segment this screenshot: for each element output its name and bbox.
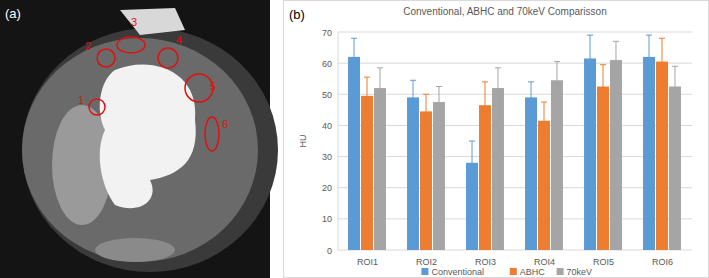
bar (610, 60, 622, 250)
y-tick-label: 20 (322, 183, 332, 193)
ct-image: (a) 1 2 3 4 5 6 (0, 0, 278, 278)
grid-line (338, 156, 692, 157)
bar (656, 62, 668, 250)
bar (420, 111, 432, 250)
grid-line (338, 63, 692, 64)
y-axis-line (338, 32, 339, 250)
grid-line (338, 32, 692, 33)
roi-label: 2 (85, 40, 91, 52)
roi-label: 6 (222, 118, 228, 130)
error-bar (528, 82, 534, 113)
bar (492, 88, 504, 250)
error-bar (377, 68, 383, 108)
bar (669, 87, 681, 251)
figure: (a) 1 2 3 4 5 6 (b) Conventional, ABHC and 70keV… (0, 0, 709, 278)
error-bar (469, 141, 475, 185)
bar (374, 88, 386, 250)
error-bar (600, 65, 606, 109)
x-tick-label: ROI6 (652, 257, 673, 267)
bar (361, 96, 373, 250)
y-tick-label: 30 (322, 152, 332, 162)
marks (348, 35, 681, 250)
x-tick-label: ROI4 (534, 257, 555, 267)
error-bar (672, 66, 678, 106)
error-bar (351, 38, 357, 75)
lv-cavity (100, 64, 196, 208)
bar (643, 57, 655, 250)
roi-label: 1 (78, 94, 84, 106)
bar (584, 58, 596, 250)
x-tick-label: ROI3 (475, 257, 496, 267)
legend-swatch (510, 268, 517, 275)
grid-line (338, 94, 692, 95)
chart-frame (284, 1, 709, 278)
chart-title: Conventional, ABHC and 70keV Comparisson (403, 6, 606, 17)
heart (22, 38, 258, 262)
error-bar (436, 87, 442, 118)
base (95, 238, 175, 262)
roi-outline (117, 37, 145, 53)
bar (597, 87, 609, 251)
x-tick-label: ROI5 (593, 257, 614, 267)
sternum (120, 8, 185, 35)
grid-line (338, 125, 692, 126)
y-tick-label: 50 (322, 90, 332, 100)
panel-label: (a) (5, 6, 21, 21)
error-bar (541, 102, 547, 139)
error-bar (364, 77, 370, 114)
roi-outline (89, 99, 105, 115)
grid-line (338, 250, 692, 251)
roi-outline (185, 74, 213, 102)
error-bar (646, 35, 652, 79)
legend-label: 70keV (567, 267, 593, 277)
chart-panel: (b) Conventional, ABHC and 70keV Comparis… (284, 1, 709, 278)
canvas: (a) 1 2 3 4 5 6 (b) Conventional, ABHC and 70keV… (0, 0, 709, 278)
y-tick-label: 40 (322, 121, 332, 131)
error-bar (410, 80, 416, 114)
roi-outline (97, 49, 115, 67)
error-bar (554, 62, 560, 99)
roi-outline (158, 48, 178, 68)
y-axis-label: HU (298, 135, 308, 148)
bar (407, 97, 419, 250)
roi-label: 3 (131, 16, 137, 28)
legend-swatch (421, 268, 428, 275)
y-tick-label: 10 (322, 214, 332, 224)
error-bar (659, 38, 665, 85)
bar (525, 97, 537, 250)
roi-label: 4 (176, 34, 182, 46)
error-bar (613, 41, 619, 78)
error-bar (587, 35, 593, 82)
x-tick-label: ROI2 (416, 257, 437, 267)
panel-label: (b) (289, 7, 305, 22)
chest (22, 28, 278, 272)
error-bar (495, 68, 501, 108)
legend-label: ABHC (520, 267, 546, 277)
y-tick-label: 70 (322, 28, 332, 38)
roi-label: 5 (210, 80, 216, 92)
bar (433, 102, 445, 250)
error-bar (482, 82, 488, 129)
error-bar (423, 94, 429, 128)
grid-line (338, 218, 692, 219)
y-tick-label: 0 (327, 246, 332, 256)
legend-swatch (557, 268, 564, 275)
bar (551, 80, 563, 250)
legend-label: Conventional (431, 267, 484, 277)
grid-line (338, 187, 692, 188)
x-tick-label: ROI1 (357, 257, 378, 267)
bar (348, 57, 360, 250)
legend: Conventional ABHC 70keV (421, 267, 592, 277)
bar (538, 121, 550, 250)
y-tick-label: 60 (322, 59, 332, 69)
roi-outline (205, 117, 219, 151)
